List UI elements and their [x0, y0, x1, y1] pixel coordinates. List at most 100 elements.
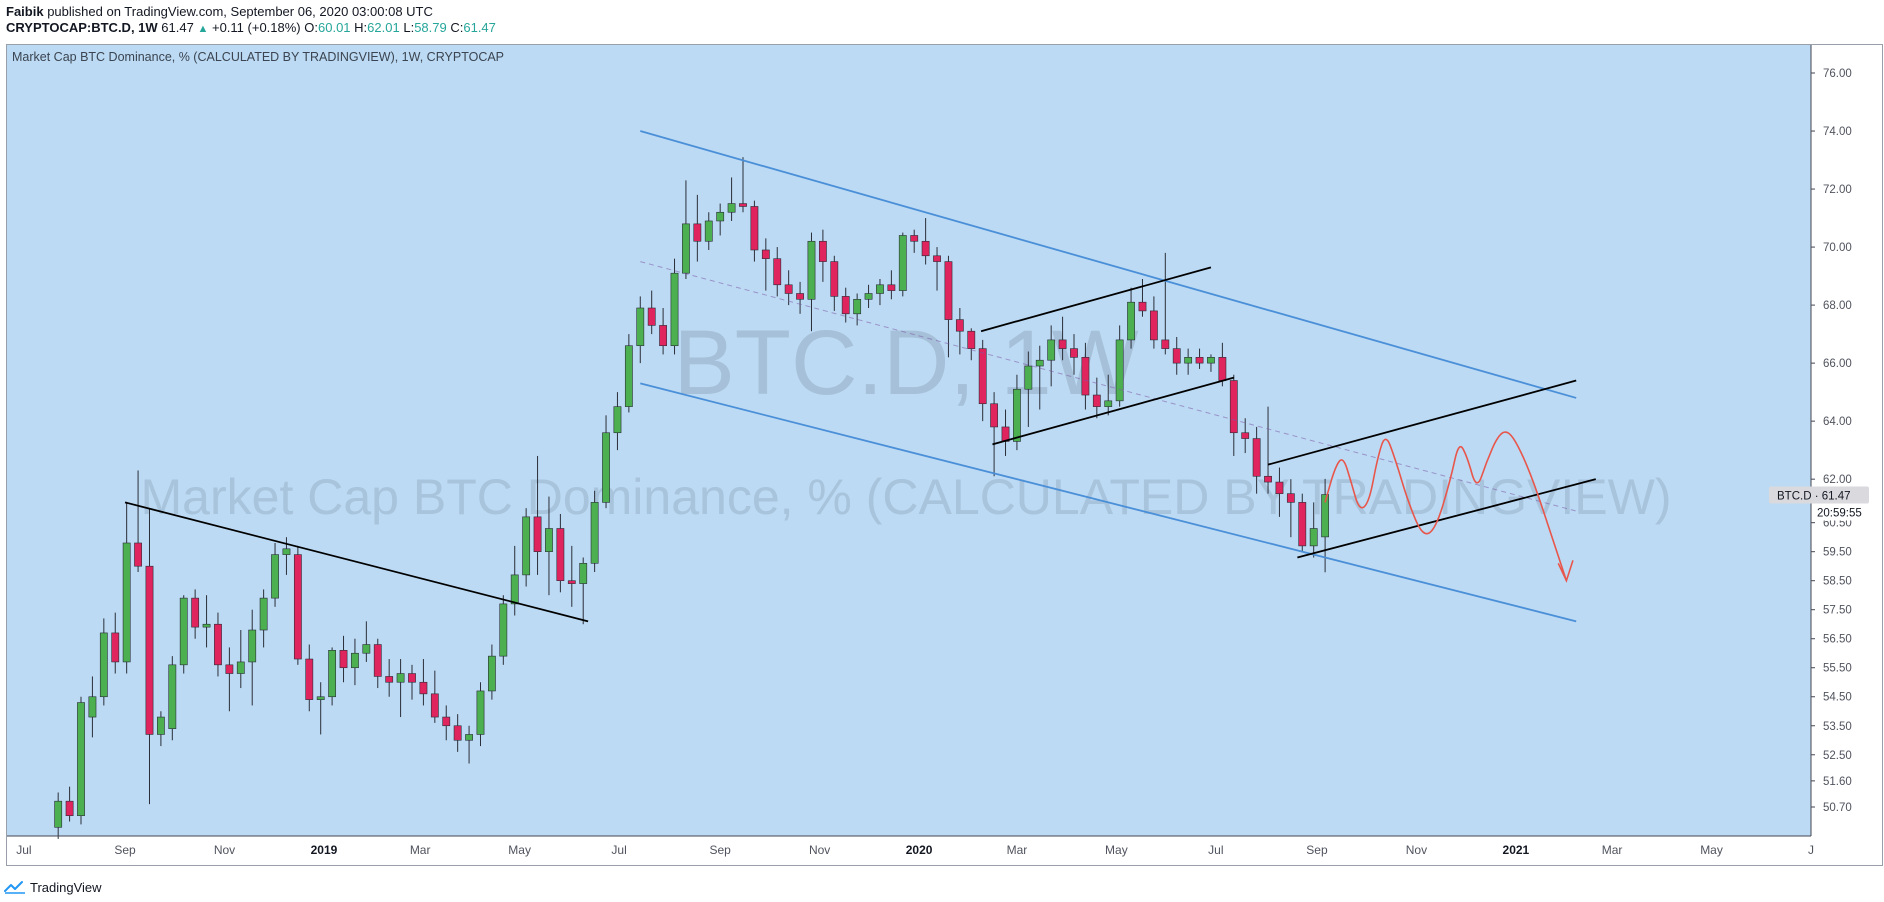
candle [1207, 354, 1215, 372]
x-tick-label: 2019 [311, 843, 338, 857]
x-tick-label: Jul [16, 843, 31, 857]
candle [510, 545, 519, 616]
candle [659, 308, 668, 355]
candle-body [1127, 301, 1135, 341]
candle-body [271, 554, 279, 599]
candle-body [1218, 357, 1227, 381]
candle-body [1104, 400, 1113, 407]
y-axis[interactable]: 76.00 74.00 72.00 70.00 68.00 66.00 64.00 62.00… [1811, 68, 1852, 814]
candle-body [990, 403, 999, 428]
candle-body [408, 673, 416, 683]
candle-body [796, 293, 804, 300]
x-tick-label: May [1105, 843, 1128, 857]
x-tick-label: Sep [114, 843, 136, 857]
candle-body [784, 284, 793, 294]
author-name[interactable]: Faibik [6, 4, 44, 19]
candle [499, 595, 508, 665]
y-tick-label: 70.00 [1823, 242, 1852, 254]
tradingview-footer[interactable]: TradingView [4, 877, 102, 897]
candlestick-chart[interactable]: BTC.D, 1W Market Cap BTC Dominance, % (C… [6, 44, 1883, 866]
candle-body [602, 432, 610, 503]
chart-frame[interactable]: BTC.D, 1W Market Cap BTC Dominance, % (C… [6, 44, 1883, 866]
candle-body [259, 597, 268, 631]
price-change: +0.11 (+0.18%) [211, 20, 301, 35]
candle-body [1058, 339, 1067, 349]
candle-body [1264, 475, 1272, 483]
symbol-name[interactable]: CRYPTOCAP:BTC.D, 1W [6, 20, 158, 35]
candle-body [236, 661, 245, 674]
candle [271, 542, 279, 607]
candle-body [1024, 365, 1033, 390]
candle [796, 281, 804, 314]
candle [693, 194, 702, 262]
candle-body [373, 644, 382, 677]
candle [602, 415, 610, 509]
candle [1127, 287, 1135, 349]
candle-body [316, 696, 325, 700]
candle [1252, 426, 1261, 494]
candle-body [887, 284, 896, 291]
candle-body [556, 528, 565, 582]
symbol-legend: CRYPTOCAP:BTC.D, 1W 61.47 ▲ +0.11 (+0.18… [6, 20, 496, 37]
candle [179, 595, 188, 674]
candle [967, 328, 976, 361]
candle [88, 676, 97, 738]
countdown-box [1813, 503, 1869, 521]
candle [1138, 278, 1147, 317]
candle [396, 659, 405, 718]
candle-body [1047, 339, 1056, 361]
candle-body [841, 296, 850, 315]
candle [624, 334, 633, 413]
candle [841, 287, 850, 323]
candle [111, 612, 120, 674]
x-tick-label: Sep [709, 843, 731, 857]
candle-body [430, 693, 439, 718]
plot-area[interactable] [6, 44, 1811, 836]
rising-channel-lower [1297, 478, 1596, 559]
candle-body [682, 223, 690, 274]
x-tick-label: Mar [410, 843, 431, 857]
x-tick-label: J [1808, 843, 1814, 857]
candle [887, 270, 896, 300]
candle-body [99, 632, 108, 698]
candle [168, 656, 177, 741]
open-label: O: [304, 20, 318, 35]
candle [1309, 502, 1318, 558]
candle-body [1184, 357, 1193, 364]
candle [1286, 479, 1295, 538]
candle-body [476, 690, 485, 735]
y-tick-label: 76.00 [1823, 68, 1852, 80]
descending-trendline [124, 501, 589, 623]
candle [1195, 348, 1204, 369]
candle-body [1081, 357, 1090, 396]
x-tick-label: May [1700, 843, 1723, 857]
candle-body [522, 516, 531, 576]
candle [316, 682, 325, 735]
candle [157, 711, 165, 747]
candle-body [465, 734, 473, 741]
y-tick-label: 56.50 [1823, 634, 1852, 646]
candle-body [442, 716, 451, 727]
candle-body [362, 644, 371, 654]
projection-arrowhead [1557, 560, 1574, 583]
candle [1241, 418, 1250, 454]
candle [1115, 325, 1124, 407]
candle-body [533, 516, 542, 552]
candle-body [88, 696, 97, 718]
candle-body [545, 528, 553, 552]
candle [1184, 348, 1193, 375]
candle-body [1070, 348, 1078, 358]
candle [910, 229, 919, 253]
published-info: Faibik published on TradingView.com, Sep… [6, 4, 433, 20]
candle-body [910, 235, 919, 242]
candle [225, 647, 234, 712]
candle-body [876, 284, 884, 294]
candle-body [613, 406, 622, 434]
candle-body [111, 632, 120, 663]
candle [704, 212, 713, 250]
candle-body [214, 623, 222, 666]
x-axis[interactable]: Jul Sep Nov 2019 Mar May Jul Sep Nov 2020 Mar May Ju… [16, 843, 1814, 857]
candle [453, 714, 462, 752]
y-tick-label: 57.50 [1823, 605, 1852, 617]
candle [784, 270, 793, 306]
